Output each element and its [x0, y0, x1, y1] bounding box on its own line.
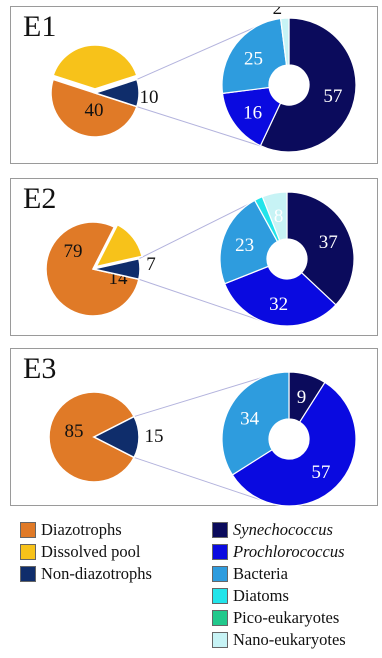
- legend-swatch: [212, 632, 228, 648]
- pie-label-non-diazotrophs: 15: [145, 426, 164, 447]
- donut-segment-synechococcus: [286, 191, 355, 306]
- legend: Diazotrophs Dissolved pool Non-diazotrop…: [0, 508, 382, 658]
- pie-slice-diazotrophs: [48, 391, 136, 483]
- pie-slice-non-diazotrophs: [92, 415, 140, 459]
- donut-label-prochlorococcus: 16: [243, 102, 262, 123]
- pie-slice-non-diazotrophs: [92, 257, 141, 281]
- pie-slice-non-diazotrophs: [92, 78, 140, 108]
- connector-line-bottom: [136, 106, 268, 149]
- legend-item-dissolved-pool: Dissolved pool: [20, 542, 140, 562]
- chart-e3: 85 15 9 57 34: [48, 371, 357, 507]
- donut-label-bacteria: 25: [244, 48, 263, 69]
- legend-label: Synechococcus: [233, 520, 333, 539]
- legend-swatch: [20, 544, 36, 560]
- legend-item-synechococcus: Synechococcus: [212, 520, 333, 540]
- legend-item-pico-eukaryotes: Pico-eukaryotes: [212, 608, 339, 628]
- legend-label: Prochlorococcus: [233, 542, 345, 561]
- pie-slice-diazotrophs: [50, 78, 138, 138]
- legend-label: Diatoms: [233, 586, 289, 605]
- connector-line-bottom: [138, 278, 266, 323]
- legend-swatch: [212, 566, 228, 582]
- legend-item-diatoms: Diatoms: [212, 586, 289, 606]
- connector-line-top: [138, 195, 266, 260]
- legend-swatch: [212, 588, 228, 604]
- connector-line-top: [136, 21, 268, 80]
- connector-line-top: [133, 375, 268, 418]
- legend-swatch: [212, 522, 228, 538]
- donut-label-bacteria: 23: [235, 235, 254, 256]
- panel-e3: 85 15 9 57 34 E3: [10, 348, 378, 507]
- donut-segment-prochlorococcus: [223, 265, 337, 327]
- legend-item-non-diazotrophs: Non-diazotrophs: [20, 564, 152, 584]
- legend-label: Nano-eukaryotes: [233, 630, 346, 649]
- legend-item-prochlorococcus: Prochlorococcus: [212, 542, 345, 562]
- legend-label: Pico-eukaryotes: [233, 608, 340, 627]
- panel-title-e2: E2: [23, 182, 57, 215]
- donut-segment-bacteria: [219, 199, 279, 285]
- pie-label-non-diazotrophs: 10: [140, 87, 159, 108]
- donut-label-synechococcus: 37: [319, 232, 338, 253]
- donut-segment-bacteria: [221, 371, 290, 476]
- legend-swatch: [212, 544, 228, 560]
- donut-segment-bacteria: [221, 17, 288, 95]
- donut-segment-nano-eukaryotes: [279, 17, 290, 66]
- pie-label-dissolved-pool: 40: [85, 100, 104, 121]
- legend-swatch: [20, 522, 36, 538]
- legend-swatch: [212, 610, 228, 626]
- chart-e1: 5040105716252: [50, 7, 357, 153]
- panel-title-e3: E3: [23, 352, 57, 385]
- donut-label-synechococcus: 57: [323, 86, 342, 107]
- donut-segment-nano-eukaryotes: [261, 191, 288, 242]
- legend-item-bacteria: Bacteria: [212, 564, 288, 584]
- donut-label-synechococcus: 9: [297, 387, 307, 408]
- pie-label-diazotrophs: 85: [65, 421, 84, 442]
- pie-label-diazotrophs: 79: [64, 241, 83, 262]
- pie-slice-dissolved-pool: [94, 223, 143, 268]
- legend-label: Bacteria: [233, 564, 288, 583]
- legend-item-diazotrophs: Diazotrophs: [20, 520, 122, 540]
- legend-label: Non-diazotrophs: [41, 564, 152, 583]
- panel-e1: 5040105716252 E1: [10, 6, 378, 164]
- pie-slice-dissolved-pool: [52, 44, 138, 90]
- legend-swatch: [20, 566, 36, 582]
- donut-label-prochlorococcus: 32: [269, 294, 288, 315]
- panel-e2: 79 14 7 37 32 23 8 E2: [10, 178, 378, 336]
- panel-title-e1: E1: [23, 10, 57, 43]
- donut-label-bacteria: 34: [240, 408, 260, 429]
- donut-segment-synechococcus: [259, 17, 357, 153]
- pie-label-non-diazotrophs: 7: [146, 254, 156, 275]
- donut-label-prochlorococcus: 57: [311, 462, 330, 483]
- connector-line-bottom: [133, 456, 268, 503]
- legend-item-nano-eukaryotes: Nano-eukaryotes: [212, 630, 346, 650]
- donut-label-nano-eukaryotes: 8: [274, 206, 284, 227]
- donut-label-nano-eukaryotes: 2: [273, 7, 283, 19]
- legend-label: Diazotrophs: [41, 520, 122, 539]
- pie-slice-diazotrophs: [45, 221, 140, 317]
- donut-segment-prochlorococcus: [231, 381, 357, 507]
- legend-label: Dissolved pool: [41, 542, 141, 561]
